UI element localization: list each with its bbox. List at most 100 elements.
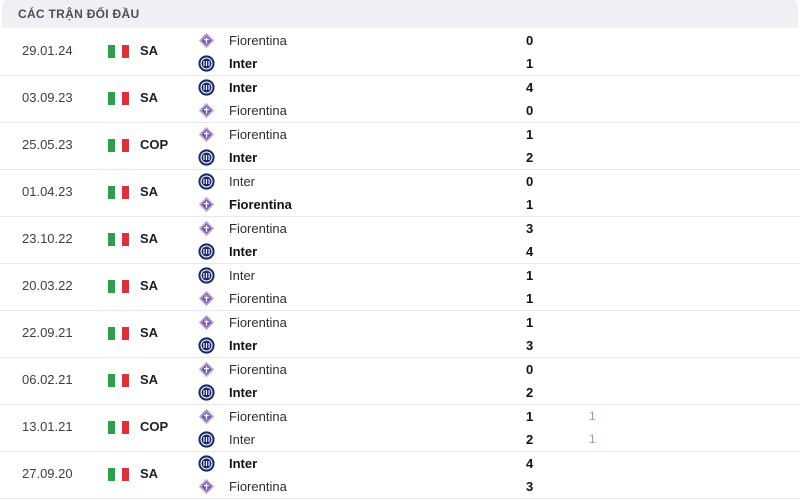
team-score: 1 (526, 56, 534, 71)
match-date: 20.03.22 (22, 278, 73, 293)
match-row[interactable]: 13.01.21 COP Fiorentina 1 1 Inter 2 1 (0, 404, 800, 452)
team-home: Fiorentina 3 (198, 219, 598, 239)
extra-score: 1 (589, 432, 596, 446)
match-row[interactable]: 06.02.21 SA Fiorentina 0 Inter 2 (0, 357, 800, 405)
team-name: Inter (229, 150, 258, 165)
italy-flag-icon (108, 92, 129, 105)
fiorentina-crest-icon (198, 408, 215, 425)
team-name: Fiorentina (229, 197, 292, 212)
competition: SA (140, 466, 159, 481)
team-score: 3 (526, 338, 534, 353)
section-title: CÁC TRẬN ĐỐI ĐẦU (18, 7, 140, 21)
team-home: Fiorentina 0 (198, 360, 598, 380)
match-row[interactable]: 01.04.23 SA Inter 0 Fiorentina 1 (0, 169, 800, 217)
team-home: Fiorentina 1 (198, 313, 598, 333)
competition: SA (140, 278, 159, 293)
italy-flag-icon (108, 421, 129, 434)
italy-flag-icon (108, 233, 129, 246)
italy-flag-icon (108, 45, 129, 58)
team-home: Inter 4 (198, 454, 598, 474)
fiorentina-crest-icon (198, 314, 215, 331)
team-name: Fiorentina (229, 362, 287, 377)
team-name: Inter (229, 80, 258, 95)
match-row[interactable]: 29.01.24 SA Fiorentina 0 Inter 1 (0, 28, 800, 76)
team-score: 0 (526, 33, 534, 48)
match-date: 06.02.21 (22, 372, 73, 387)
fiorentina-crest-icon (198, 290, 215, 307)
inter-crest-icon (198, 173, 215, 190)
team-home: Fiorentina 0 (198, 31, 598, 51)
match-date: 29.01.24 (22, 43, 73, 58)
competition: SA (140, 372, 159, 387)
competition: COP (140, 137, 169, 152)
team-name: Inter (229, 244, 258, 259)
team-away: Fiorentina 1 (198, 289, 598, 309)
team-name: Inter (229, 174, 256, 189)
inter-crest-icon (198, 455, 215, 472)
match-date: 01.04.23 (22, 184, 73, 199)
extra-score: 1 (589, 409, 596, 423)
match-row[interactable]: 25.05.23 COP Fiorentina 1 Inter 2 (0, 122, 800, 170)
team-name: Inter (229, 385, 258, 400)
team-away: Fiorentina 0 (198, 101, 598, 121)
competition: SA (140, 90, 159, 105)
team-score: 1 (526, 291, 534, 306)
match-row[interactable]: 23.10.22 SA Fiorentina 3 Inter 4 (0, 216, 800, 264)
match-row[interactable]: 22.09.21 SA Fiorentina 1 Inter 3 (0, 310, 800, 358)
fiorentina-crest-icon (198, 220, 215, 237)
inter-crest-icon (198, 431, 215, 448)
team-name: Inter (229, 268, 256, 283)
fiorentina-crest-icon (198, 361, 215, 378)
team-score: 0 (526, 103, 534, 118)
team-score: 3 (526, 221, 534, 236)
fiorentina-crest-icon (198, 32, 215, 49)
match-row[interactable]: 27.09.20 SA Inter 4 Fiorentina 3 (0, 451, 800, 499)
italy-flag-icon (108, 280, 129, 293)
team-score: 2 (526, 385, 534, 400)
inter-crest-icon (198, 384, 215, 401)
inter-crest-icon (198, 267, 215, 284)
team-home: Fiorentina 1 (198, 125, 598, 145)
italy-flag-icon (108, 468, 129, 481)
competition: SA (140, 231, 159, 246)
fiorentina-crest-icon (198, 478, 215, 495)
team-score: 1 (526, 127, 534, 142)
section-header: CÁC TRẬN ĐỐI ĐẦU (2, 0, 798, 28)
team-name: Fiorentina (229, 221, 287, 236)
team-name: Fiorentina (229, 479, 287, 494)
team-score: 1 (526, 197, 534, 212)
team-away: Fiorentina 3 (198, 477, 598, 497)
team-name: Fiorentina (229, 33, 287, 48)
inter-crest-icon (198, 149, 215, 166)
team-away: Inter 1 (198, 54, 598, 74)
match-date: 13.01.21 (22, 419, 73, 434)
team-name: Fiorentina (229, 315, 287, 330)
team-away: Inter 2 1 (198, 430, 598, 450)
inter-crest-icon (198, 79, 215, 96)
team-score: 0 (526, 362, 534, 377)
competition: SA (140, 325, 159, 340)
team-score: 2 (526, 150, 534, 165)
team-away: Inter 3 (198, 336, 598, 356)
team-home: Inter 1 (198, 266, 598, 286)
fiorentina-crest-icon (198, 196, 215, 213)
team-away: Inter 2 (198, 383, 598, 403)
team-name: Inter (229, 338, 258, 353)
team-away: Fiorentina 1 (198, 195, 598, 215)
match-row[interactable]: 20.03.22 SA Inter 1 Fiorentina 1 (0, 263, 800, 311)
team-score: 4 (526, 456, 534, 471)
match-date: 03.09.23 (22, 90, 73, 105)
team-home: Fiorentina 1 1 (198, 407, 598, 427)
team-name: Inter (229, 432, 256, 447)
team-name: Fiorentina (229, 291, 287, 306)
competition: SA (140, 43, 159, 58)
match-date: 25.05.23 (22, 137, 73, 152)
team-away: Inter 2 (198, 148, 598, 168)
team-score: 4 (526, 244, 534, 259)
match-date: 27.09.20 (22, 466, 73, 481)
team-score: 2 (526, 432, 534, 447)
team-score: 0 (526, 174, 534, 189)
match-row[interactable]: 03.09.23 SA Inter 4 Fiorentina 0 (0, 75, 800, 123)
italy-flag-icon (108, 374, 129, 387)
competition: SA (140, 184, 159, 199)
